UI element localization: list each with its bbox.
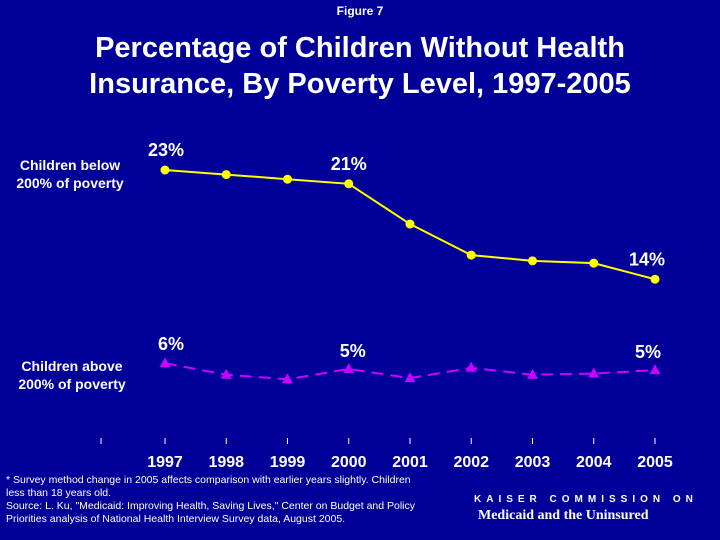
brand-top-text: KAISER COMMISSION ON — [474, 494, 698, 505]
x-tick-label-2003: 2003 — [515, 454, 551, 471]
series-label-above-line-2: 200% of poverty — [18, 376, 126, 392]
footnote-line-2: less than 18 years old. — [6, 487, 112, 499]
x-tick-label-2001: 2001 — [392, 454, 428, 471]
data-point-above-2003 — [527, 368, 538, 379]
brand-bottom-text: Medicaid and the Uninsured — [478, 508, 649, 523]
x-tick-label-2000: 2000 — [331, 454, 367, 471]
data-point-below-2000 — [344, 179, 354, 189]
x-tick-label-1999: 1999 — [270, 454, 306, 471]
data-point-below-2005 — [650, 274, 660, 284]
data-point-below-2002 — [466, 250, 476, 260]
data-point-above-1998 — [220, 368, 232, 379]
footnote-line-1: * Survey method change in 2005 affects c… — [6, 474, 411, 486]
series-label-above: Children above 200% of poverty — [6, 357, 138, 393]
x-tick-label-2005: 2005 — [637, 454, 673, 471]
data-point-above-2001 — [404, 372, 416, 383]
footnote-line-4: Priorities analysis of National Health I… — [6, 513, 346, 525]
data-point-above-2000 — [343, 362, 355, 373]
footnote: * Survey method change in 2005 affects c… — [6, 474, 476, 526]
data-point-above-1999 — [282, 373, 293, 384]
data-point-below-1999 — [283, 174, 292, 184]
footnote-line-3: Source: L. Ku, "Medicaid: Improving Heal… — [6, 500, 416, 512]
series-label-below: Children below 200% of poverty — [4, 156, 136, 192]
data-label-below-1997: 23% — [148, 140, 184, 160]
data-label-above-1997: 6% — [158, 334, 184, 354]
chart-title: Percentage of Children Without Health In… — [0, 30, 720, 102]
series-label-above-line-1: Children above — [21, 358, 123, 374]
data-point-above-2004 — [588, 367, 600, 378]
data-label-below-2005: 14% — [629, 249, 665, 269]
data-point-above-1997 — [159, 357, 171, 368]
data-point-below-2001 — [405, 219, 415, 229]
data-point-below-1997 — [160, 165, 170, 175]
data-point-above-2005 — [649, 364, 661, 375]
x-tick-label-2004: 2004 — [576, 454, 612, 471]
data-label-above-2005: 5% — [635, 342, 661, 362]
data-point-below-1998 — [221, 170, 231, 180]
series-label-below-line-2: 200% of poverty — [16, 175, 124, 191]
chart-title-line-2: Insurance, By Poverty Level, 1997-2005 — [89, 68, 631, 100]
data-point-above-2002 — [465, 361, 477, 372]
series-label-below-line-1: Children below — [19, 157, 121, 173]
figure-label: Figure 7 — [336, 4, 384, 18]
data-point-below-2003 — [528, 256, 537, 266]
x-tick-label-1997: 1997 — [147, 454, 183, 471]
x-tick-label-2002: 2002 — [453, 454, 489, 471]
x-tick-label-1998: 1998 — [208, 454, 244, 471]
data-point-below-2004 — [589, 258, 599, 268]
chart-title-line-1: Percentage of Children Without Health — [95, 32, 625, 64]
data-label-below-2000: 21% — [331, 154, 367, 174]
data-label-above-2000: 5% — [340, 341, 366, 361]
